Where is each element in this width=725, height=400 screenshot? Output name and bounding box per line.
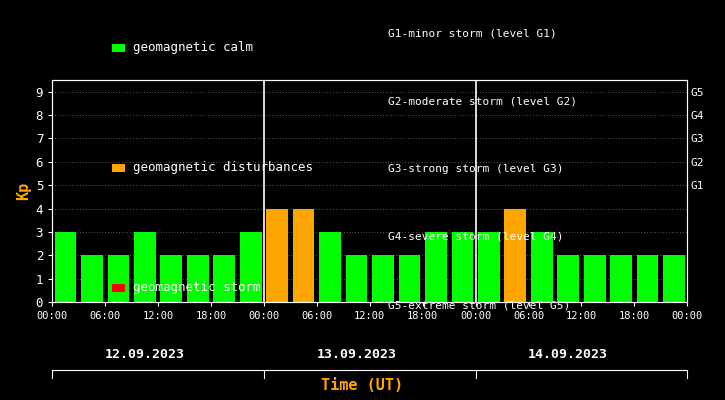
- Bar: [107, 255, 129, 302]
- Bar: [610, 255, 632, 302]
- Text: G4-severe storm (level G4): G4-severe storm (level G4): [388, 232, 563, 242]
- Text: G2-moderate storm (level G2): G2-moderate storm (level G2): [388, 96, 577, 106]
- Bar: [134, 232, 156, 302]
- Bar: [81, 255, 103, 302]
- Bar: [452, 232, 473, 302]
- Bar: [399, 255, 420, 302]
- Text: geomagnetic calm: geomagnetic calm: [133, 42, 253, 54]
- Bar: [293, 208, 315, 302]
- Bar: [240, 232, 262, 302]
- Bar: [187, 255, 209, 302]
- Text: geomagnetic storm: geomagnetic storm: [133, 282, 260, 294]
- Bar: [637, 255, 658, 302]
- Text: G5-extreme storm (level G5): G5-extreme storm (level G5): [388, 300, 570, 310]
- Bar: [425, 232, 447, 302]
- Text: G3-strong storm (level G3): G3-strong storm (level G3): [388, 164, 563, 174]
- Bar: [319, 232, 341, 302]
- Bar: [478, 232, 500, 302]
- Text: Time (UT): Time (UT): [321, 378, 404, 393]
- Bar: [266, 208, 288, 302]
- Text: 13.09.2023: 13.09.2023: [317, 348, 397, 360]
- Bar: [584, 255, 605, 302]
- Bar: [346, 255, 368, 302]
- Bar: [531, 232, 552, 302]
- Bar: [54, 232, 76, 302]
- Bar: [372, 255, 394, 302]
- Text: 12.09.2023: 12.09.2023: [105, 348, 185, 360]
- Bar: [663, 255, 685, 302]
- Bar: [160, 255, 182, 302]
- Text: 14.09.2023: 14.09.2023: [529, 348, 608, 360]
- Y-axis label: Kp: Kp: [17, 182, 31, 200]
- Bar: [505, 208, 526, 302]
- Text: G1-minor storm (level G1): G1-minor storm (level G1): [388, 28, 557, 38]
- Bar: [558, 255, 579, 302]
- Text: geomagnetic disturbances: geomagnetic disturbances: [133, 162, 312, 174]
- Bar: [213, 255, 235, 302]
